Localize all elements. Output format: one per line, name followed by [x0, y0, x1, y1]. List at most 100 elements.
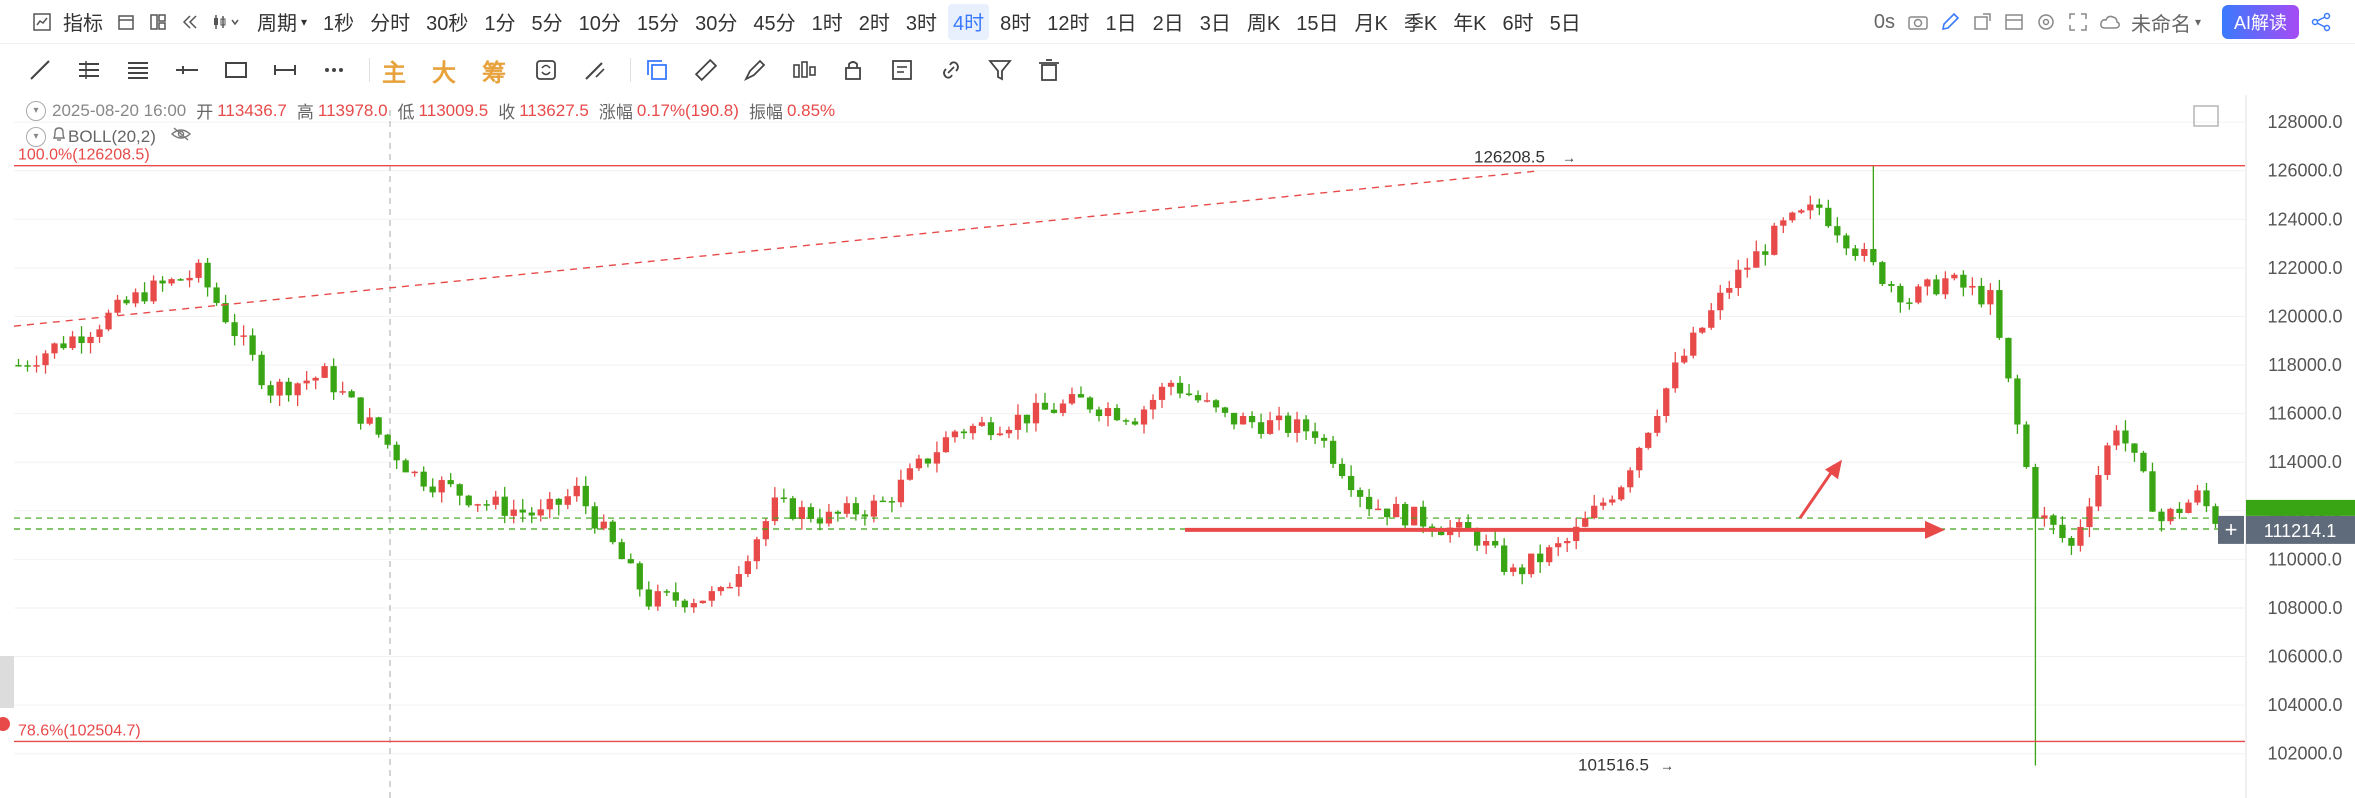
period-option[interactable]: 5分 — [531, 13, 563, 35]
big-order-toggle[interactable]: 大 — [432, 59, 456, 87]
ai-interpret-button[interactable]: AI解读 — [2221, 5, 2299, 39]
period-option[interactable]: 周K — [1246, 13, 1281, 35]
amplitude-value: 0.85% — [786, 100, 836, 120]
period-option[interactable]: 1秒 — [323, 13, 355, 35]
fullscreen-icon[interactable] — [2066, 10, 2090, 34]
dashed-trendline — [13, 170, 1541, 327]
period-option[interactable]: 季K — [1403, 13, 1438, 35]
candle-body — [1609, 499, 1616, 503]
left-scroll-handle[interactable] — [0, 656, 14, 708]
candle-body — [1942, 278, 1949, 295]
sync-icon[interactable] — [532, 56, 560, 84]
copy-drawing-icon[interactable] — [643, 56, 671, 84]
layout-icon[interactable] — [146, 10, 170, 34]
candle-body — [1293, 419, 1301, 433]
candle-body — [996, 433, 1004, 436]
more-tools-icon[interactable] — [320, 56, 348, 84]
pencil-icon[interactable] — [1938, 10, 1962, 34]
candle-body — [60, 343, 67, 349]
period-option[interactable]: 12时 — [1047, 13, 1090, 35]
candle-body — [2005, 337, 2012, 379]
brush-icon[interactable] — [741, 56, 769, 84]
candle-body — [1726, 288, 1733, 293]
candle-body — [1167, 382, 1175, 387]
period-option[interactable]: 4时 — [948, 3, 990, 40]
layout-name-dropdown[interactable]: 未命名 ▾ — [2126, 4, 2206, 40]
candle-body — [1410, 506, 1418, 526]
indicator-button[interactable]: 指标 — [63, 13, 103, 35]
candle-body — [1591, 505, 1598, 519]
period-option[interactable]: 8时 — [1000, 13, 1032, 35]
period-option[interactable]: 15分 — [636, 13, 680, 35]
candle-body — [2212, 506, 2219, 524]
period-option[interactable]: 10分 — [578, 13, 621, 35]
lock-icon[interactable] — [839, 56, 867, 84]
period-option[interactable]: 2日 — [1152, 13, 1184, 35]
collapse-icon[interactable]: ▾ — [26, 126, 46, 147]
period-option[interactable]: 分时 — [370, 13, 411, 35]
bar-pattern-icon[interactable] — [790, 56, 818, 84]
plus-icon: + — [2225, 517, 2238, 542]
magnet-icon[interactable] — [581, 56, 609, 84]
period-option[interactable]: 6时 — [1502, 13, 1534, 35]
period-option[interactable]: 30秒 — [426, 13, 469, 35]
snapshot-icon[interactable] — [2002, 10, 2026, 34]
fib-lines-icon[interactable] — [124, 56, 152, 84]
period-option[interactable]: 30分 — [695, 13, 738, 35]
rectangle-tool-icon[interactable] — [222, 56, 250, 84]
replay-icon[interactable] — [178, 10, 202, 34]
ruler-icon[interactable] — [692, 56, 720, 84]
period-dropdown[interactable]: 周期 ▾ — [252, 4, 312, 40]
period-option[interactable]: 年K — [1453, 13, 1487, 35]
period-option[interactable]: 15日 — [1296, 13, 1339, 35]
period-option[interactable]: 45分 — [753, 13, 796, 35]
expand-icon[interactable] — [2193, 105, 2219, 127]
trash-icon[interactable] — [1035, 56, 1063, 84]
candle-body — [231, 322, 238, 337]
cloud-icon[interactable] — [2098, 10, 2122, 34]
filter-icon[interactable] — [986, 56, 1014, 84]
candle-body — [618, 542, 625, 560]
share-icon[interactable] — [2309, 10, 2333, 34]
period-option[interactable]: 3时 — [905, 13, 938, 35]
calendar-icon[interactable] — [114, 10, 138, 34]
candle-body — [888, 501, 896, 503]
link-icon[interactable] — [937, 56, 965, 84]
settings-icon[interactable] — [2034, 10, 2058, 34]
line-tool-icon[interactable] — [26, 56, 54, 84]
candle-body — [240, 335, 247, 337]
candle-body — [663, 591, 670, 593]
period-option[interactable]: 3日 — [1199, 13, 1231, 35]
candle-body — [1879, 262, 1886, 285]
candle-body — [1933, 279, 1940, 295]
period-option[interactable]: 1时 — [811, 13, 843, 35]
period-option[interactable]: 1日 — [1105, 13, 1137, 35]
candle-type-icon[interactable] — [210, 10, 244, 34]
measure-tool-icon[interactable] — [271, 56, 299, 84]
note-icon[interactable] — [888, 56, 916, 84]
add-alert-button[interactable] — [2218, 515, 2244, 544]
candle-body — [1086, 397, 1094, 410]
close-value: 113627.5 — [519, 100, 589, 120]
candle-body — [177, 279, 184, 281]
period-option[interactable]: 1分 — [484, 13, 516, 35]
main-chart-toggle[interactable]: 主 — [382, 59, 406, 87]
indicator-icon[interactable] — [30, 10, 54, 34]
horizontal-line-icon[interactable] — [173, 56, 201, 84]
period-option[interactable]: 5日 — [1549, 13, 1581, 35]
chip-distribution-toggle[interactable]: 筹 — [482, 59, 506, 87]
camera-icon[interactable] — [1906, 10, 1930, 34]
candle-body — [456, 484, 463, 496]
candle-body — [987, 422, 995, 436]
export-icon[interactable] — [1970, 10, 1994, 34]
period-option[interactable]: 2时 — [858, 13, 890, 35]
candle-body — [2140, 452, 2147, 472]
layout-name: 未命名 — [2130, 13, 2191, 36]
bell-icon[interactable] — [52, 126, 66, 147]
period-option[interactable]: 月K — [1354, 13, 1388, 35]
collapse-icon[interactable]: ▾ — [26, 100, 46, 121]
candle-body — [933, 452, 941, 464]
eye-off-icon[interactable] — [170, 126, 192, 147]
parallel-channel-icon[interactable] — [75, 56, 103, 84]
